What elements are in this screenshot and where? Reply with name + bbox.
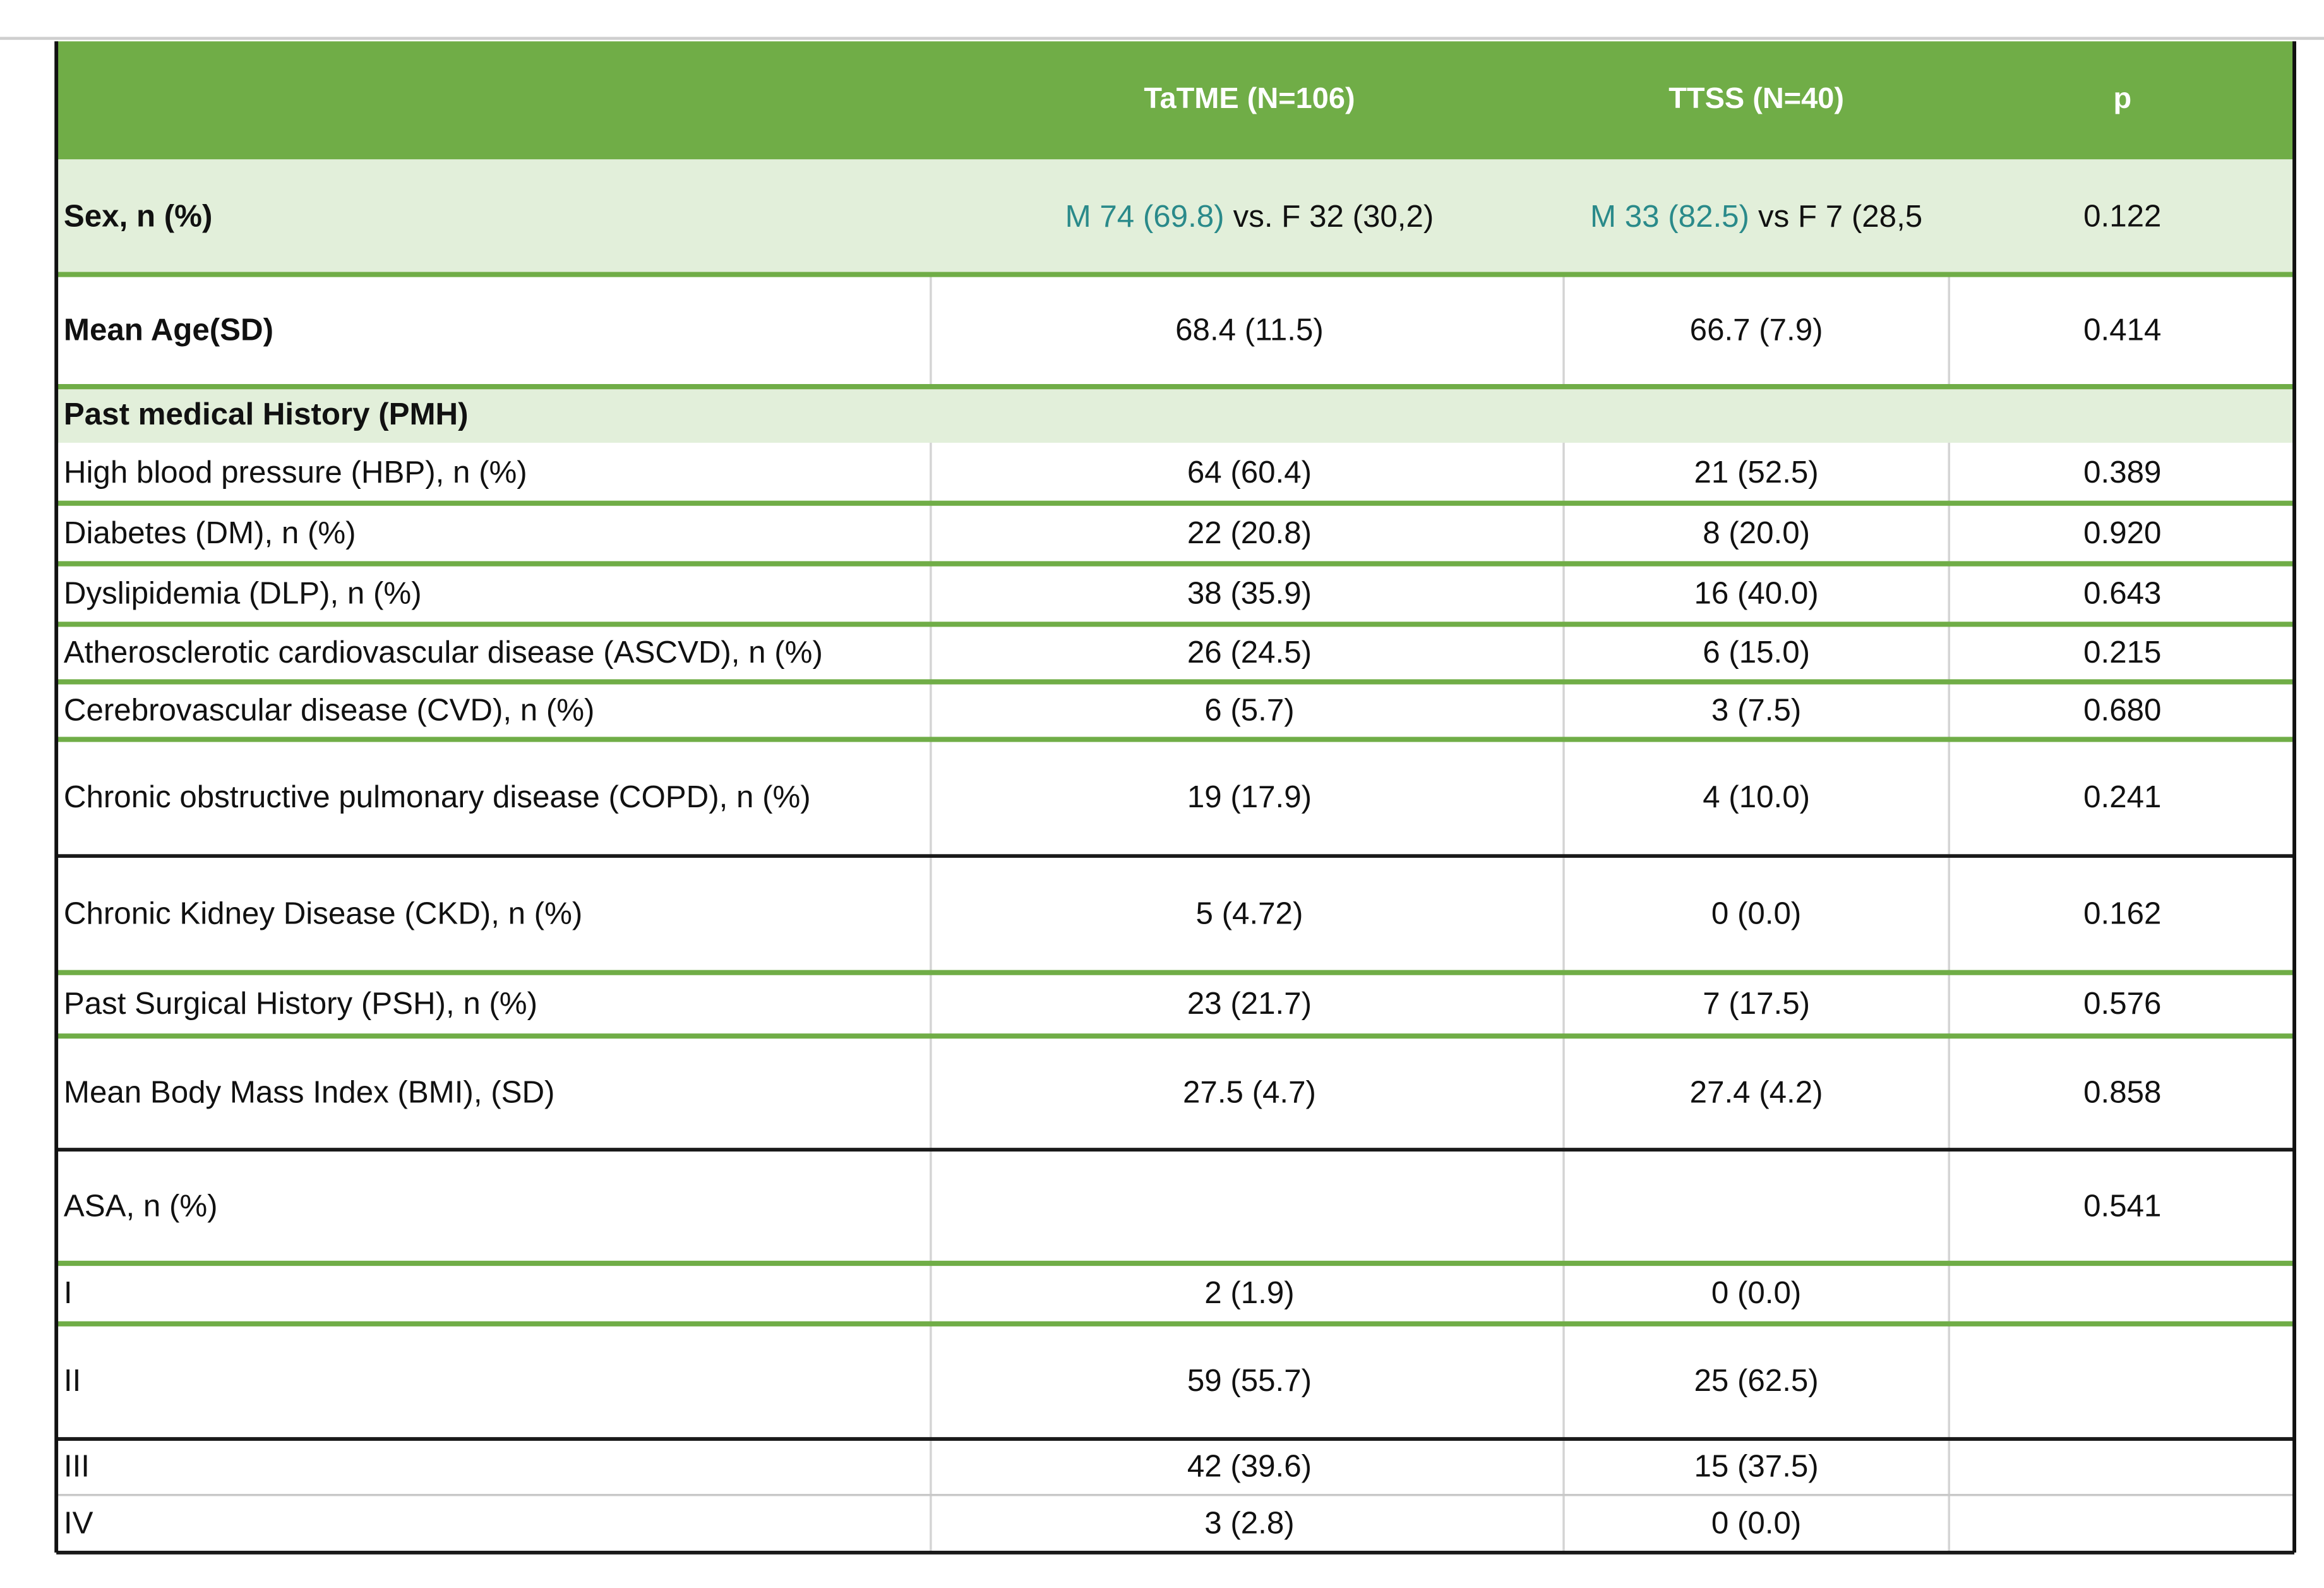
p-value: 0.162 (2083, 896, 2161, 931)
p-value: 0.680 (2083, 692, 2161, 727)
header-band (56, 41, 2295, 160)
row-label: Mean Age(SD) (64, 313, 273, 347)
row-label: I (64, 1275, 73, 1310)
cell-value: 15 (37.5) (1694, 1449, 1819, 1484)
row-label: Cerebrovascular disease (CVD), n (%) (64, 692, 595, 727)
cell-value: 3 (2.8) (1204, 1506, 1294, 1541)
sex-part: vs. F 32 (30,2) (1233, 199, 1434, 234)
row-label: III (64, 1449, 90, 1484)
cell-value: 16 (40.0) (1694, 576, 1819, 611)
cell-value: 27.4 (4.2) (1690, 1075, 1823, 1110)
cell-value: 21 (52.5) (1694, 455, 1819, 490)
row-label: High blood pressure (HBP), n (%) (64, 455, 527, 490)
row-label: Dyslipidemia (DLP), n (%) (64, 576, 422, 611)
cell-value: 0 (0.0) (1711, 1275, 1801, 1310)
sex-part: M 33 (82.5) (1590, 199, 1749, 234)
row-label: IV (64, 1506, 93, 1541)
row-label: Mean Body Mass Index (BMI), (SD) (64, 1075, 555, 1110)
row-label: II (64, 1363, 81, 1398)
cell-value: 6 (5.7) (1204, 692, 1294, 727)
cell-value: 66.7 (7.9) (1690, 313, 1823, 347)
row-label: Past medical History (PMH) (64, 397, 469, 431)
p-value: 0.215 (2083, 635, 2161, 670)
p-value: 0.920 (2083, 515, 2161, 550)
cell-value: 64 (60.4) (1187, 455, 1312, 490)
row-label: Past Surgical History (PSH), n (%) (64, 986, 537, 1021)
p-value: 0.122 (2083, 199, 2161, 234)
sex-part: M 74 (69.8) (1065, 199, 1225, 234)
cell-value: 25 (62.5) (1694, 1363, 1819, 1398)
cell-value: 6 (15.0) (1703, 635, 1810, 670)
cell-value: 42 (39.6) (1187, 1449, 1312, 1484)
row-label: Chronic obstructive pulmonary disease (C… (64, 779, 811, 814)
cell-value: 8 (20.0) (1703, 515, 1810, 550)
cell-value: 7 (17.5) (1703, 986, 1810, 1021)
cell-value: 68.4 (11.5) (1175, 313, 1324, 347)
cell-value: 59 (55.7) (1187, 1363, 1312, 1398)
row-label: Atherosclerotic cardiovascular disease (… (64, 635, 823, 670)
cell-value: 0 (0.0) (1711, 896, 1801, 931)
header-cell: TaTME (N=106) (1144, 81, 1355, 114)
cell-value: 19 (17.9) (1187, 779, 1312, 814)
cell-value: 4 (10.0) (1703, 779, 1810, 814)
sex-cell: M 33 (82.5) vs F 7 (28,5 (1590, 199, 1922, 234)
row-label: Chronic Kidney Disease (CKD), n (%) (64, 896, 582, 931)
header-cell: p (2113, 81, 2131, 114)
p-value: 0.414 (2083, 313, 2161, 347)
cell-value: 3 (7.5) (1711, 692, 1801, 727)
header-cell: TTSS (N=40) (1668, 81, 1844, 114)
row-band (56, 159, 2295, 275)
row-label: Diabetes (DM), n (%) (64, 515, 356, 550)
p-value: 0.643 (2083, 576, 2161, 611)
row-band (56, 387, 2295, 443)
p-value: 0.858 (2083, 1075, 2161, 1110)
cell-value: 26 (24.5) (1187, 635, 1312, 670)
cell-value: 27.5 (4.7) (1183, 1075, 1316, 1110)
cell-value: 0 (0.0) (1711, 1506, 1801, 1541)
row-label: Sex, n (%) (64, 199, 212, 234)
p-value: 0.576 (2083, 986, 2161, 1021)
cell-value: 2 (1.9) (1204, 1275, 1294, 1310)
p-value: 0.541 (2083, 1188, 2161, 1223)
cell-value: 23 (21.7) (1187, 986, 1312, 1021)
sex-part: vs F 7 (28,5 (1758, 199, 1922, 234)
cell-value: 5 (4.72) (1196, 896, 1303, 931)
p-value: 0.241 (2083, 779, 2161, 814)
sex-cell: M 74 (69.8) vs. F 32 (30,2) (1065, 199, 1434, 234)
row-label: ASA, n (%) (64, 1188, 218, 1223)
p-value: 0.389 (2083, 455, 2161, 490)
cell-value: 38 (35.9) (1187, 576, 1312, 611)
cell-value: 22 (20.8) (1187, 515, 1312, 550)
